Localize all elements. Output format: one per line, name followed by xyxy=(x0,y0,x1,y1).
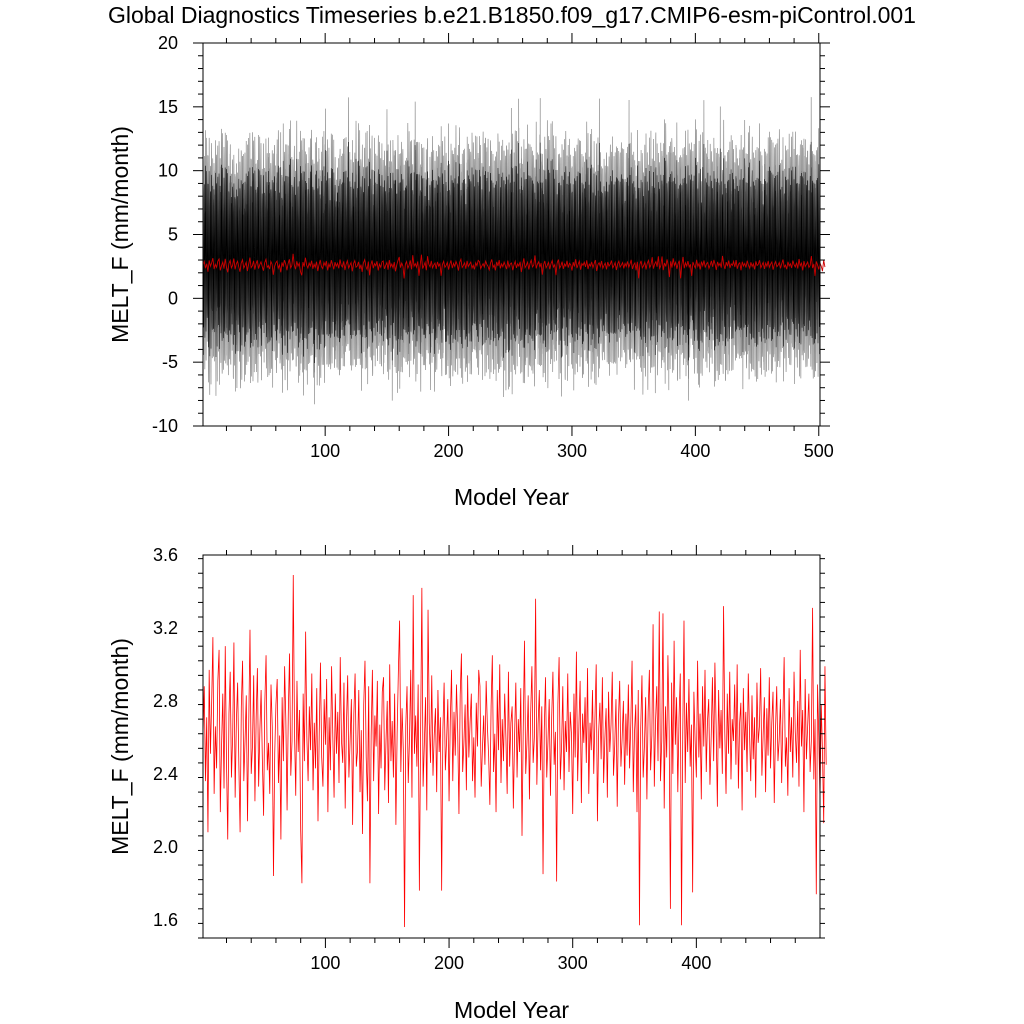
y-tick-label: 1.6 xyxy=(153,910,178,930)
y-tick-label: 3.2 xyxy=(153,618,178,638)
x-tick-label: 500 xyxy=(804,441,834,461)
top-x-axis-label: Model Year xyxy=(454,484,569,510)
bottom-x-axis-label: Model Year xyxy=(454,997,569,1023)
y-tick-label: 0 xyxy=(168,288,178,308)
x-tick-label: 300 xyxy=(558,953,588,973)
x-tick-label: 200 xyxy=(434,953,464,973)
top-panel-marks xyxy=(202,97,826,405)
bottom-y-axis-label: MELT_F (mm/month) xyxy=(107,638,133,855)
x-tick-label: 100 xyxy=(310,441,340,461)
y-tick-label: -5 xyxy=(162,352,178,372)
x-tick-label: 300 xyxy=(557,441,587,461)
y-tick-label: 20 xyxy=(158,33,178,53)
y-tick-label: 5 xyxy=(168,225,178,245)
figure-title: Global Diagnostics Timeseries b.e21.B185… xyxy=(108,2,916,28)
y-tick-label: 15 xyxy=(158,97,178,117)
y-tick-label: 2.8 xyxy=(153,691,178,711)
x-tick-label: 200 xyxy=(434,441,464,461)
monthly-series-line xyxy=(202,141,821,363)
x-tick-label: 400 xyxy=(681,953,711,973)
bottom-panel-marks xyxy=(202,575,827,928)
y-tick-label: 2.0 xyxy=(153,837,178,857)
annual-mean-overlay-line xyxy=(202,253,826,279)
bottom-panel: 100 200 300 400 1.6 2.0 2.4 2.8 3.2 3.6 Model Yea… xyxy=(107,545,827,1023)
x-tick-label: 100 xyxy=(310,953,340,973)
x-tick-label: 400 xyxy=(680,441,710,461)
y-tick-label: 3.6 xyxy=(153,545,178,565)
bottom-panel-frame xyxy=(202,554,821,939)
annual-mean-line xyxy=(202,575,827,928)
top-panel-ticks: 100 200 300 400 500 -10 -5 0 5 10 15 20 xyxy=(152,33,834,461)
y-tick-label: 10 xyxy=(158,161,178,181)
y-tick-label: -10 xyxy=(152,416,178,436)
top-y-axis-label: MELT_F (mm/month) xyxy=(107,126,133,343)
bottom-panel-ticks: 100 200 300 400 1.6 2.0 2.4 2.8 3.2 3.6 xyxy=(153,545,825,973)
y-tick-label: 2.4 xyxy=(153,764,178,784)
